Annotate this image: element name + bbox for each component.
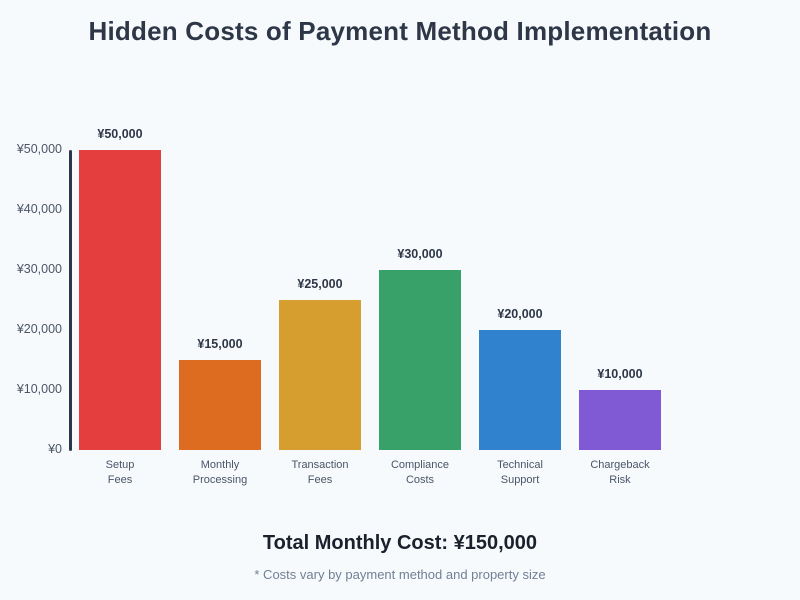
x-tick-label-line: Technical <box>497 459 543 471</box>
x-tick-label-line: Processing <box>192 474 248 486</box>
bar <box>579 390 661 450</box>
total-cost-line: Total Monthly Cost: ¥150,000 <box>262 532 538 554</box>
bar-value-label: ¥15,000 <box>197 337 243 351</box>
x-tick-label-line: Fees <box>107 474 133 486</box>
y-tick-label: ¥20,000 <box>16 322 62 336</box>
x-tick-label-line: Compliance <box>390 459 450 471</box>
bar-value-label: ¥25,000 <box>297 277 343 291</box>
x-tick-label-line: Setup <box>105 459 135 471</box>
bar-value-label: ¥50,000 <box>97 127 143 141</box>
chart-footnote: * Costs vary by payment method and prope… <box>254 567 546 582</box>
y-tick-label: ¥10,000 <box>16 382 62 396</box>
x-tick-label: Chargeback Risk <box>560 458 680 488</box>
x-tick-label-line: Transaction <box>291 459 349 471</box>
y-tick-label: ¥40,000 <box>16 202 62 216</box>
x-tick-label-line: Monthly <box>200 459 240 471</box>
x-tick-label-line: Costs <box>405 474 435 486</box>
bar-value-label: ¥20,000 <box>497 307 543 321</box>
x-tick-label-line: Support <box>500 474 540 486</box>
x-tick-label: Compliance Costs <box>360 458 480 488</box>
x-tick-label: Technical Support <box>460 458 580 488</box>
x-tick-label: Monthly Processing <box>160 458 280 488</box>
chart-title: Hidden Costs of Payment Method Implement… <box>88 16 712 46</box>
bar <box>479 330 561 450</box>
x-tick-label: Transaction Fees <box>260 458 380 488</box>
bar-value-label: ¥30,000 <box>397 247 443 261</box>
y-tick-label: ¥50,000 <box>16 142 62 156</box>
bar-value-label: ¥10,000 <box>597 367 643 381</box>
x-tick-label: Setup Fees <box>60 458 180 488</box>
x-tick-label-line: Fees <box>307 474 333 486</box>
bar <box>179 360 261 450</box>
bar <box>279 300 361 450</box>
y-axis-line <box>69 150 72 451</box>
y-tick-label: ¥30,000 <box>16 262 62 276</box>
x-tick-label-line: Chargeback <box>590 459 650 471</box>
y-tick-label: ¥0 <box>48 442 62 456</box>
bar <box>379 270 461 450</box>
x-tick-label-line: Risk <box>609 474 631 486</box>
bar <box>79 150 161 450</box>
